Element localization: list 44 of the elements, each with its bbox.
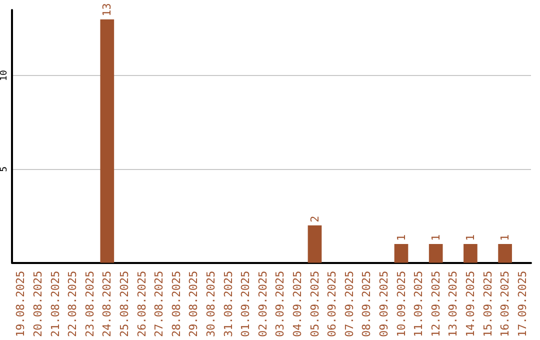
y-tick-label: 10 [0, 70, 10, 81]
x-tick-label: 02.09.2025 [256, 270, 270, 338]
x-tick-label: 27.08.2025 [152, 270, 166, 338]
x-tick-label: 06.09.2025 [326, 270, 339, 338]
x-tick-label: 05.09.2025 [308, 270, 322, 338]
x-tick-label: 25.08.2025 [118, 270, 131, 338]
x-tick-label: 09.09.2025 [377, 270, 390, 338]
x-tick-label: 07.09.2025 [342, 270, 356, 338]
x-tick-label: 03.09.2025 [274, 270, 287, 338]
x-tick-label: 08.09.2025 [360, 270, 374, 338]
bar [308, 225, 322, 263]
x-tick-label: 29.08.2025 [187, 270, 200, 338]
bar [394, 244, 408, 263]
x-tick-label: 14.09.2025 [464, 270, 477, 338]
x-tick-label: 04.09.2025 [290, 270, 304, 338]
x-tick-label: 21.08.2025 [48, 270, 62, 338]
x-tick-label: 28.08.2025 [170, 270, 183, 338]
x-tick-label: 31.08.2025 [222, 270, 235, 338]
x-tick-label: 24.08.2025 [100, 270, 114, 338]
x-tick-label: 20.08.2025 [31, 270, 44, 338]
data-label: 13 [100, 3, 114, 16]
data-label: 2 [308, 216, 322, 222]
bar [464, 244, 478, 263]
x-tick-label: 22.08.2025 [66, 270, 80, 338]
y-tick-label: 5 [0, 166, 10, 172]
x-tick-label: 23.08.2025 [83, 270, 96, 338]
x-tick-label: 19.08.2025 [14, 270, 28, 338]
x-tick-label: 10.09.2025 [394, 270, 408, 338]
x-tick-label: 17.09.2025 [516, 270, 529, 338]
x-tick-label: 30.08.2025 [204, 270, 218, 338]
x-tick-label: 12.09.2025 [429, 270, 442, 338]
bar [100, 19, 114, 263]
x-tick-label: 16.09.2025 [498, 270, 512, 338]
x-tick-label: 15.09.2025 [481, 270, 494, 338]
x-tick-label: 01.09.2025 [239, 270, 252, 338]
data-label: 1 [464, 234, 477, 242]
data-label: 1 [498, 234, 512, 242]
bar [498, 244, 512, 263]
x-tick-label: 13.09.2025 [446, 270, 460, 338]
x-tick-label: 26.08.2025 [135, 270, 148, 338]
data-label: 1 [394, 234, 408, 242]
bar [428, 244, 443, 263]
x-tick-label: 11.09.2025 [412, 270, 426, 338]
data-label: 1 [429, 234, 442, 242]
